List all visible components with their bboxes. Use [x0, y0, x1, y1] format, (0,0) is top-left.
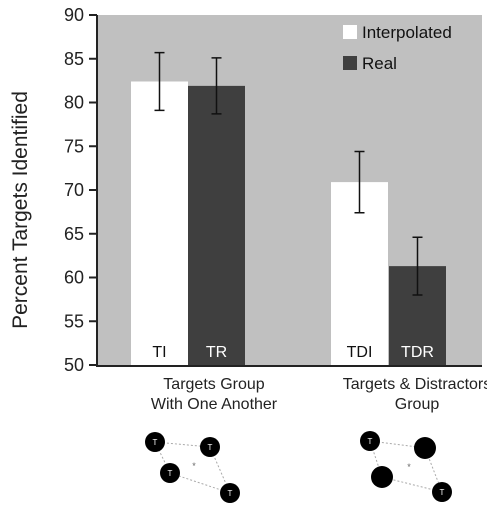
node-label: T: [368, 437, 373, 446]
y-axis-label: Percent Targets Identified: [9, 91, 32, 329]
y-tick-label: 65: [64, 224, 84, 244]
bar-tr: [188, 85, 245, 365]
node-label: T: [440, 488, 445, 497]
stimulus-node: [432, 482, 452, 502]
node-label: T: [228, 489, 233, 498]
category-label: With One Another: [151, 396, 278, 413]
bar-label: TR: [206, 344, 227, 361]
category-labels: Targets Group With One Another Targets & D…: [151, 376, 487, 413]
category-label: Group: [395, 396, 440, 413]
legend-swatch: [343, 25, 357, 39]
y-tick-label: 75: [64, 136, 84, 156]
fixation-mark: *: [407, 462, 411, 472]
diagram-targets-distractors: T T *: [360, 431, 452, 502]
node-label: T: [168, 469, 173, 478]
legend-swatch: [343, 56, 357, 70]
stimulus-node: [371, 466, 393, 488]
y-tick-label: 60: [64, 268, 84, 288]
category-label: Targets & Distractors: [343, 376, 487, 393]
y-tick-label: 90: [64, 5, 84, 25]
bar-ti: [131, 81, 188, 365]
node-label: T: [153, 438, 158, 447]
y-tick-label: 50: [64, 355, 84, 375]
fixation-mark: *: [192, 461, 196, 471]
stimulus-node: [145, 432, 165, 452]
bar-label: TDI: [347, 344, 373, 361]
diagram-targets-group: T T T T *: [145, 432, 240, 503]
bar-label: TI: [152, 344, 166, 361]
stimulus-node: [414, 437, 436, 459]
stimulus-node: [200, 437, 220, 457]
bar-label: TDR: [401, 344, 434, 361]
error-bars: [154, 51, 423, 296]
stimulus-node: [360, 431, 380, 451]
stimulus-node: [220, 483, 240, 503]
stimulus-diagrams: T T T T * T T *: [145, 431, 452, 503]
y-tick-label: 85: [64, 49, 84, 69]
y-tick-label: 70: [64, 180, 84, 200]
bars: TI TDI TR TDR: [131, 81, 446, 365]
legend-label: Interpolated: [362, 23, 452, 42]
y-ticks: 50 55 60 65 70 75 80 85 90: [64, 5, 97, 375]
legend-label: Real: [362, 54, 397, 73]
connector-line: [169, 472, 231, 494]
stimulus-node: [160, 463, 180, 483]
node-label: T: [208, 443, 213, 452]
legend: Interpolated Real: [343, 23, 452, 73]
y-tick-label: 55: [64, 311, 84, 331]
category-label: Targets Group: [163, 376, 264, 393]
y-tick-label: 80: [64, 93, 84, 113]
